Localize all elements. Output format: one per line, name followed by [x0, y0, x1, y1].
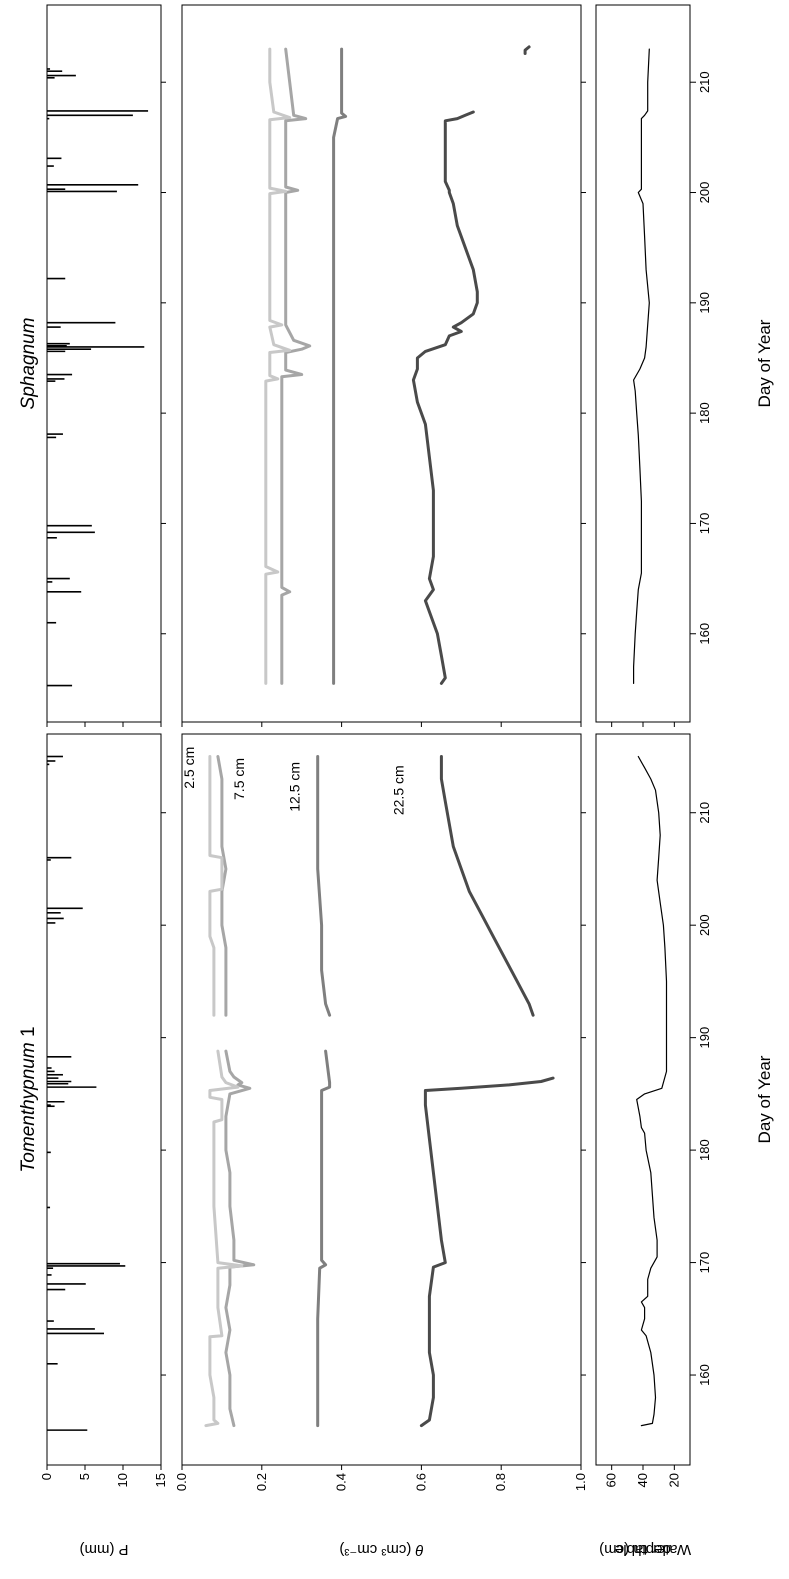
panel-frame: [46, 733, 162, 1466]
title-species: Sphagnum: [18, 318, 39, 410]
x-tick-label: 160: [697, 623, 712, 645]
panel-sph-precip: [46, 4, 166, 727]
y-tick-label: 60: [604, 1473, 619, 1487]
series-line: [633, 48, 650, 684]
x-axis-label: Day of Year: [755, 1055, 774, 1143]
y-tick-label: 0.2: [254, 1473, 269, 1491]
y-axis-label-precip: P (mm): [80, 1541, 129, 1558]
y-axis-label-wt-line2: depth (cm): [599, 1541, 671, 1558]
x-tick-label: 180: [697, 1139, 712, 1161]
y-tick-label: 0.4: [334, 1473, 349, 1491]
series-line: [636, 755, 668, 1427]
y-tick-label: 0: [39, 1473, 54, 1480]
precip-bars: [47, 68, 149, 687]
series-12-5-cm: [332, 47, 348, 685]
series-line: [316, 755, 332, 1017]
series-line: [224, 1049, 256, 1428]
y-tick-label: 15: [153, 1473, 168, 1487]
theta-symbol: θ: [416, 1541, 424, 1558]
series-2-5-cm: [264, 47, 292, 685]
series-line: [633, 48, 650, 684]
y-axis-label-theta: θ (cm³ cm⁻³): [339, 1541, 423, 1558]
series-7-5-cm: [216, 755, 256, 1428]
y-tick-label: 1.0: [573, 1473, 588, 1491]
depth-label: 22.5 cm: [390, 765, 406, 815]
panel-tom-wt: [595, 733, 696, 1470]
series-line: [280, 47, 312, 685]
y-tick-label: 20: [666, 1473, 681, 1487]
y-tick-label: 40: [635, 1473, 650, 1487]
panel-tom-precip: [46, 733, 166, 1470]
x-tick-label: 210: [697, 71, 712, 93]
column-title: Sphagnum: [18, 318, 39, 410]
panel-sph-theta: [181, 4, 586, 727]
y-tick-label: 10: [115, 1473, 130, 1487]
panel-tom-theta: [181, 733, 586, 1470]
y-tick-label: 0.0: [174, 1473, 189, 1491]
series-line: [204, 1049, 244, 1428]
series-line: [208, 755, 224, 1017]
series-22-5-cm: [419, 755, 555, 1428]
series-2-5-cm: [204, 755, 244, 1428]
panel-sph-wt: [595, 4, 696, 727]
series-12-5-cm: [316, 755, 332, 1428]
panel-frame: [595, 733, 691, 1466]
series-22-5-cm: [411, 45, 531, 685]
series-line: [439, 755, 535, 1017]
plots-layer: [46, 4, 696, 1470]
labels-layer: 0 5 10 15 0.0 0.2 0.4 0.6 0.8 1.01601701801902002…: [18, 71, 774, 1558]
y-tick-label: 0.6: [413, 1473, 428, 1491]
column-title: Tomenthypnum 1: [18, 1026, 39, 1172]
title-suffix: 1: [18, 1026, 39, 1042]
title-species: Tomenthypnum: [18, 1042, 39, 1172]
x-tick-label: 210: [697, 802, 712, 824]
series-line: [332, 47, 348, 685]
x-tick-label: 200: [697, 914, 712, 936]
x-tick-label: 160: [697, 1364, 712, 1386]
x-tick-label: 180: [697, 402, 712, 424]
series-line: [636, 755, 668, 1427]
panel-frame: [181, 733, 582, 1466]
series-line: [316, 1049, 332, 1428]
x-axis-label: Day of Year: [755, 319, 774, 407]
depth-label: 12.5 cm: [287, 762, 303, 812]
theta-units: (cm³ cm⁻³): [339, 1541, 415, 1558]
y-tick-label: 0.8: [493, 1473, 508, 1491]
x-tick-label: 170: [697, 1252, 712, 1274]
x-tick-label: 190: [697, 292, 712, 314]
y-axis-label-wt-line1: Water table: [615, 1541, 691, 1558]
x-tick-label: 170: [697, 513, 712, 535]
panel-frame: [46, 4, 162, 723]
series-line: [411, 110, 479, 685]
panel-frame: [595, 4, 691, 723]
series-line: [264, 47, 292, 685]
series-line: [419, 1076, 555, 1428]
series-7-5-cm: [280, 47, 312, 685]
series-line: [216, 755, 228, 1017]
precip-bars: [47, 755, 126, 1431]
panel-frame: [181, 4, 582, 723]
y-tick-label: 5: [77, 1473, 92, 1480]
depth-label: 2.5 cm: [181, 747, 197, 789]
series-line: [523, 45, 531, 55]
x-tick-label: 190: [697, 1027, 712, 1049]
depth-label: 7.5 cm: [231, 758, 247, 800]
x-tick-label: 200: [697, 182, 712, 204]
